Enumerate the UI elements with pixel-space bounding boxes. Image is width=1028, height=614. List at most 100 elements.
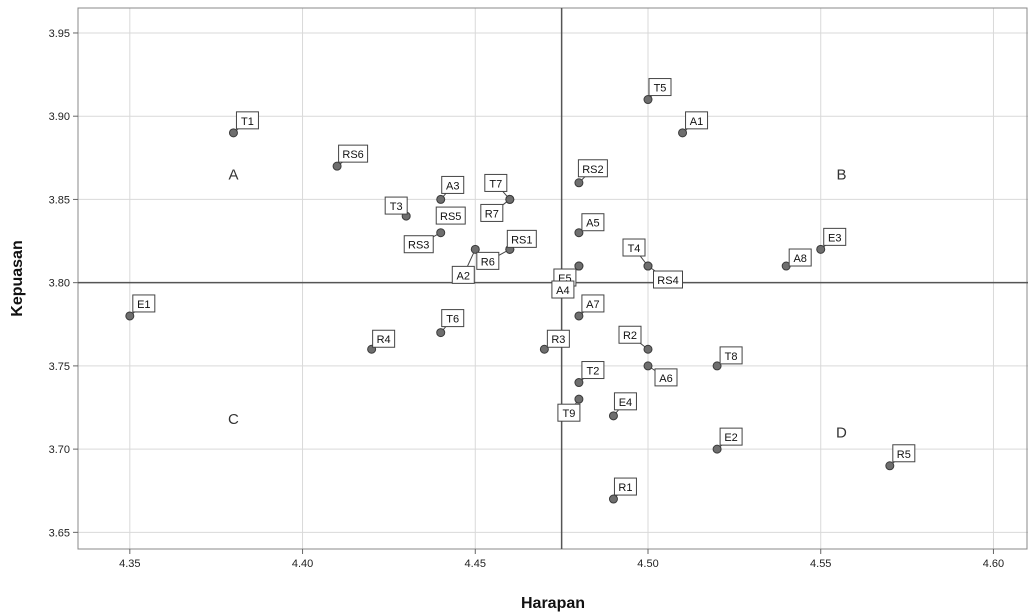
- point-label: RS3: [403, 235, 434, 254]
- point-label-text: RS5: [440, 211, 461, 223]
- point-label: R1: [613, 477, 637, 496]
- point-label-box: [613, 392, 637, 411]
- x-tick-label: 4.60: [983, 558, 1004, 570]
- data-point: [332, 161, 342, 171]
- data-point: [643, 261, 653, 271]
- y-tick-label: 3.75: [49, 361, 70, 373]
- y-axis-title: Kepuasan: [9, 240, 26, 316]
- point-label-box: [892, 444, 916, 463]
- x-tick-label: 4.50: [637, 558, 658, 570]
- point-label-text: R2: [623, 330, 637, 342]
- point-label-box: [581, 294, 605, 313]
- point-label-text: A4: [556, 285, 569, 297]
- data-point: [436, 328, 446, 338]
- point-label: RS4: [653, 270, 683, 289]
- point-label-box: [823, 227, 847, 246]
- point-label: R5: [892, 444, 916, 463]
- point-label: T2: [581, 361, 605, 380]
- point-label-text: E2: [724, 432, 737, 444]
- point-label-text: T8: [725, 351, 738, 363]
- point-label: T6: [441, 309, 465, 328]
- point-label-box: [476, 251, 500, 270]
- point-label-box: [577, 159, 608, 178]
- point-label-text: RS4: [657, 275, 678, 287]
- point-label: A4: [551, 280, 575, 299]
- point-label-text: E1: [137, 299, 150, 311]
- point-label: E3: [823, 227, 847, 246]
- point-label-text: R6: [481, 256, 495, 268]
- point-label: E2: [719, 427, 743, 446]
- point-label: A3: [441, 175, 465, 194]
- point-label: T7: [484, 173, 508, 192]
- point-label: RS2: [577, 159, 608, 178]
- y-tick-label: 3.90: [49, 111, 70, 123]
- data-point: [574, 394, 584, 404]
- quadrant-label: A: [228, 166, 238, 183]
- point-label-text: A8: [793, 253, 806, 265]
- data-point: [505, 194, 515, 204]
- point-label-box: [551, 280, 575, 299]
- point-label-box: [653, 270, 683, 289]
- data-point: [125, 311, 135, 321]
- plot-area: [77, 7, 1028, 550]
- point-label: R2: [618, 325, 642, 344]
- data-point: [885, 461, 895, 471]
- point-label: T8: [719, 346, 743, 365]
- point-label: R3: [546, 329, 570, 348]
- point-label: A2: [451, 265, 475, 284]
- point-label-box: [484, 173, 508, 192]
- point-label-text: RS1: [511, 234, 532, 246]
- data-points: [125, 95, 895, 504]
- data-point: [228, 128, 238, 138]
- point-label: T1: [235, 111, 259, 130]
- point-label-box: [480, 203, 504, 222]
- point-label-text: RS3: [408, 240, 429, 252]
- point-label-text: R5: [897, 449, 911, 461]
- data-point: [643, 361, 653, 371]
- reference-lines: [78, 8, 1028, 549]
- data-point: [816, 244, 826, 254]
- data-point: [470, 244, 480, 254]
- data-point: [712, 444, 722, 454]
- point-label: T3: [384, 196, 408, 215]
- point-label-box: [384, 196, 408, 215]
- point-label-box: [618, 325, 642, 344]
- data-point: [436, 228, 446, 238]
- quadrant-label: C: [228, 411, 239, 428]
- data-point: [678, 128, 688, 138]
- point-label-text: T9: [562, 408, 575, 420]
- y-tick-label: 3.95: [49, 28, 70, 40]
- data-point: [539, 344, 549, 354]
- data-point: [608, 411, 618, 421]
- point-label-text: A2: [457, 270, 470, 282]
- point-label-box: [788, 248, 812, 267]
- y-tick-label: 3.65: [49, 527, 70, 539]
- point-label-box: [441, 309, 465, 328]
- point-label: T9: [557, 403, 581, 422]
- point-label-text: A1: [690, 116, 703, 128]
- point-label: E4: [613, 392, 637, 411]
- point-label-box: [441, 175, 465, 194]
- point-label-text: T3: [390, 201, 403, 213]
- data-point: [436, 194, 446, 204]
- point-label: R6: [476, 251, 500, 270]
- point-label-box: [506, 229, 537, 248]
- x-tick-label: 4.55: [810, 558, 831, 570]
- point-label: A6: [654, 368, 678, 387]
- point-label-box: [435, 206, 466, 225]
- point-label: A7: [581, 294, 605, 313]
- x-tick-label: 4.40: [292, 558, 313, 570]
- point-label: RS6: [338, 144, 369, 163]
- point-label-text: RS6: [342, 149, 363, 161]
- point-label-text: R7: [485, 208, 499, 220]
- point-label-text: R4: [377, 334, 391, 346]
- point-label-text: T4: [628, 243, 641, 255]
- point-label-text: T1: [241, 116, 254, 128]
- quadrant-labels: A B C D: [228, 166, 847, 441]
- point-label: RS5: [435, 206, 466, 225]
- point-label-box: [557, 403, 581, 422]
- point-label-text: T5: [654, 83, 667, 95]
- point-label-box: [622, 238, 646, 257]
- point-label-box: [719, 427, 743, 446]
